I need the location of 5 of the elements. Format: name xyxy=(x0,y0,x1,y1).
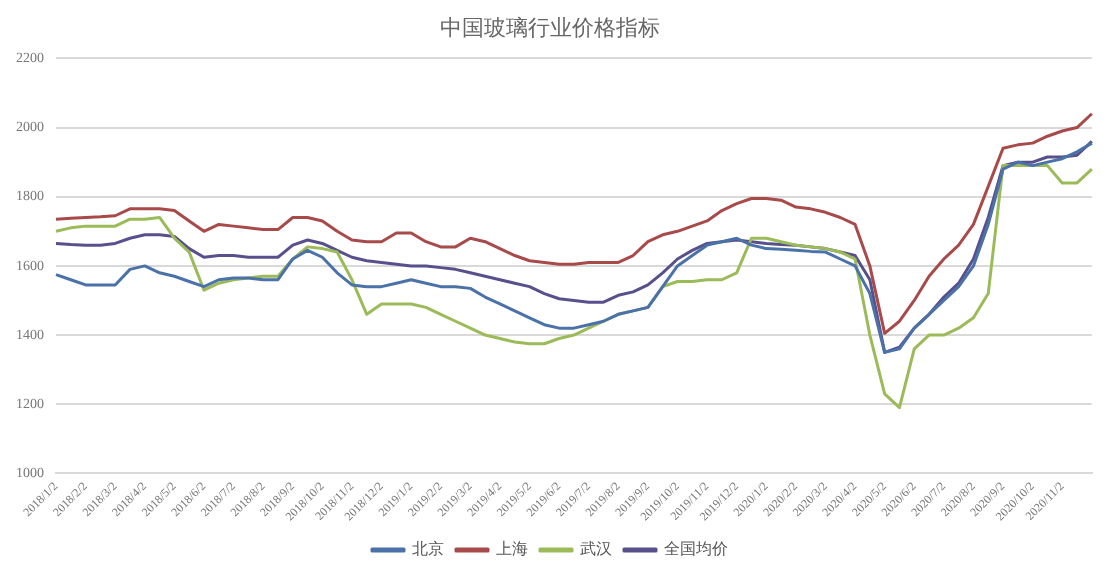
chart-title: 中国玻璃行业价格指标 xyxy=(440,14,660,41)
legend-label: 武汉 xyxy=(580,540,612,559)
legend-label: 全国均价 xyxy=(664,540,728,559)
legend-label: 上海 xyxy=(496,540,528,559)
legend-label: 北京 xyxy=(412,540,444,559)
